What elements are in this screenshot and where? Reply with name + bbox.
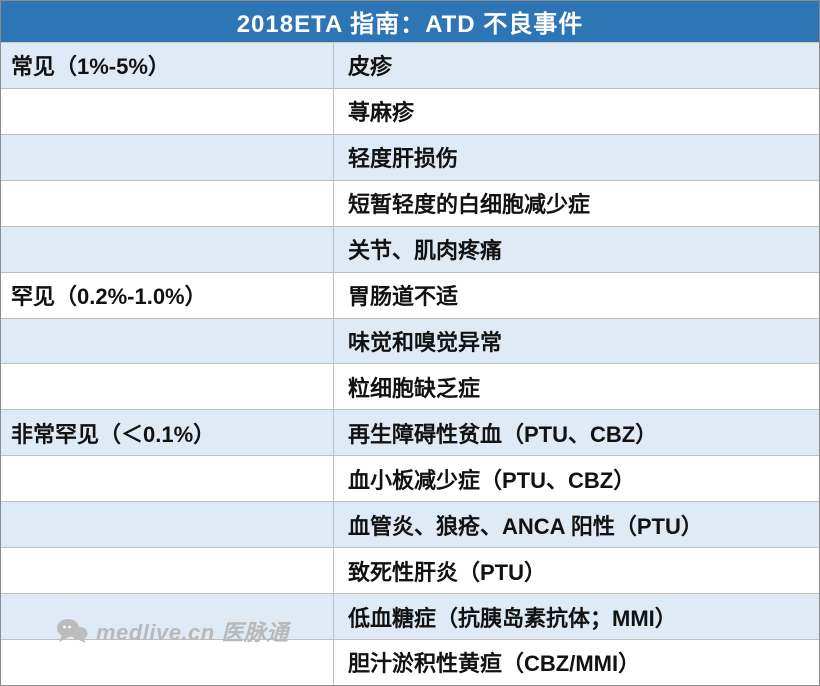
adverse-event-cell: 粒细胞缺乏症 [348,375,481,401]
table-rows: 常见（1%-5%） 皮疹 荨麻疹 轻度肝损伤 短暂轻度的白细胞减少症 关节、肌肉… [1,43,819,685]
frequency-category-cell [1,318,334,364]
table-row: 粒细胞缺乏症 [1,364,819,411]
frequency-category-cell [1,226,334,272]
adverse-event-cell: 胆汁淤积性黄疸（CBZ/MMI） [348,651,641,677]
table-row: 非常罕见（＜0.1%） 再生障碍性贫血（PTU、CBZ） [1,410,819,457]
adverse-event-cell: 皮疹 [348,54,393,80]
table-row: 味觉和嗅觉异常 [1,318,819,365]
table-row: 关节、肌肉疼痛 [1,226,819,273]
table-row: 轻度肝损伤 [1,134,819,181]
adverse-event-cell: 血小板减少症（PTU、CBZ） [348,467,636,493]
table-row: 致死性肝炎（PTU） [1,548,819,595]
adverse-event-cell: 致死性肝炎（PTU） [348,559,547,585]
table-row: 低血糖症（抗胰岛素抗体；MMI） [1,594,819,640]
frequency-category-cell [1,639,334,685]
frequency-category-cell [1,502,334,548]
adverse-event-cell: 轻度肝损伤 [348,146,459,172]
frequency-category-cell [1,180,334,226]
table-row: 血小板减少症（PTU、CBZ） [1,456,819,503]
adverse-event-cell: 胃肠道不适 [348,284,459,310]
table-row: 胆汁淤积性黄疸（CBZ/MMI） [1,639,819,685]
adverse-event-cell: 血管炎、狼疮、ANCA 阳性（PTU） [348,513,703,539]
table-row: 罕见（0.2%-1.0%） 胃肠道不适 [1,272,819,319]
adverse-event-cell: 再生障碍性贫血（PTU、CBZ） [348,421,658,447]
frequency-category-cell: 罕见（0.2%-1.0%） [1,272,334,318]
frequency-category-cell [1,134,334,180]
frequency-category-cell: 非常罕见（＜0.1%） [1,410,334,456]
frequency-category-cell [1,364,334,410]
table-row: 常见（1%-5%） 皮疹 [1,43,819,89]
adverse-event-cell: 关节、肌肉疼痛 [348,238,503,264]
table-row: 血管炎、狼疮、ANCA 阳性（PTU） [1,502,819,549]
frequency-category-cell [1,456,334,502]
table-title: 2018ETA 指南：ATD 不良事件 [1,1,819,43]
adverse-event-cell: 味觉和嗅觉异常 [348,329,503,355]
adverse-event-cell: 荨麻疹 [348,100,415,126]
frequency-category-cell [1,548,334,594]
frequency-category-cell: 常见（1%-5%） [1,43,334,88]
frequency-category-cell [1,88,334,134]
adverse-event-cell: 低血糖症（抗胰岛素抗体；MMI） [348,605,677,631]
table-row: 短暂轻度的白细胞减少症 [1,180,819,227]
table-row: 荨麻疹 [1,88,819,135]
frequency-category-cell [1,594,334,639]
adverse-event-cell: 短暂轻度的白细胞减少症 [348,192,591,218]
